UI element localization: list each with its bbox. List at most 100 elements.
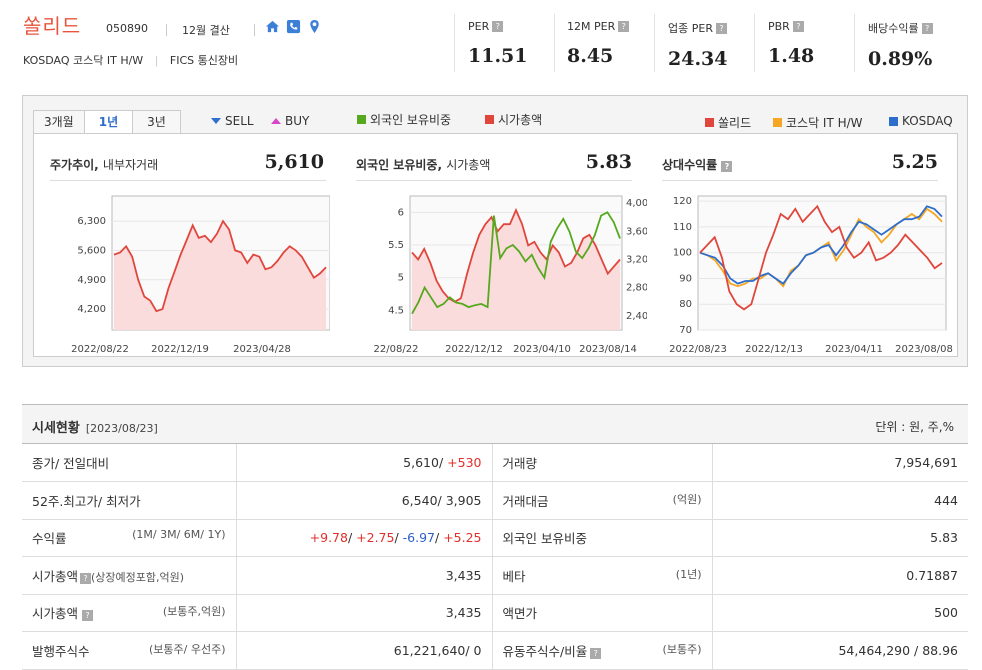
y-tick-label-right: 4,000 bbox=[626, 198, 647, 209]
row-label: 외국인 보유비중 bbox=[502, 531, 587, 547]
x-tick-label: 2022/12/19 bbox=[151, 344, 209, 355]
tab-3y[interactable]: 3년 bbox=[132, 110, 181, 134]
legend-swatch bbox=[705, 118, 714, 127]
y-tick-label-left: 4.5 bbox=[388, 305, 404, 316]
divider bbox=[754, 14, 755, 72]
legend-label: KOSDAQ bbox=[902, 114, 953, 128]
metric-value: 24.34 bbox=[668, 48, 728, 70]
x-tick-label: 2023/08/14 bbox=[579, 344, 637, 355]
metric-value: 1.48 bbox=[768, 45, 815, 67]
panel-title-relative: 상대수익률 ? bbox=[662, 156, 733, 173]
metric-per: PER? 11.51 bbox=[468, 20, 528, 67]
home-icon[interactable] bbox=[265, 19, 280, 34]
panel-title-price: 주가추이, 내부자거래 bbox=[50, 158, 159, 172]
price-table-date: [2023/08/23] bbox=[85, 422, 158, 435]
table-row: 52주.최고가/ 최저가 6,540/ 3,905 거래대금 (억원) 444 bbox=[22, 481, 968, 520]
help-icon[interactable]: ? bbox=[82, 610, 93, 622]
y-tick-label: 90 bbox=[679, 273, 692, 284]
marketcap-line bbox=[411, 207, 621, 303]
price-line bbox=[113, 219, 327, 313]
row-label: 거래대금 bbox=[502, 493, 549, 509]
metric-12m-per: 12M PER? 8.45 bbox=[567, 20, 630, 67]
marketcap-area bbox=[412, 210, 620, 330]
help-icon[interactable]: ? bbox=[80, 572, 92, 584]
row-sublabel: (억원) bbox=[672, 492, 702, 506]
metric-dividend-yield: 배당수익률? 0.89% bbox=[868, 20, 933, 70]
divider bbox=[662, 180, 938, 181]
x-tick-label: 2023/04/10 bbox=[513, 344, 571, 355]
help-icon[interactable]: ? bbox=[921, 22, 933, 34]
legend-kosdaq: KOSDAQ bbox=[889, 114, 953, 128]
legend-swatch bbox=[773, 118, 782, 127]
table-row: 발행주식수 (보통주/ 우선주) 61,221,640/ 0 유동주식수/비율? (… bbox=[22, 631, 968, 670]
panel-value-foreign: 5.83 bbox=[585, 151, 632, 173]
y-tick-label: 70 bbox=[679, 325, 692, 336]
price-table-title: 시세현황 bbox=[32, 421, 80, 436]
return-3m: +2.75 bbox=[356, 530, 395, 546]
help-icon[interactable]: ? bbox=[721, 161, 733, 172]
x-tick-label: 2023/04/11 bbox=[825, 344, 883, 355]
chart-panels: 주가추이, 내부자거래 5,610 6,300 5,600 4,900 4,200 20… bbox=[33, 133, 958, 357]
metric-label: 12M PER bbox=[567, 20, 616, 33]
metric-value: 11.51 bbox=[468, 45, 528, 67]
divider bbox=[554, 14, 555, 72]
price-change: +530 bbox=[447, 455, 482, 470]
period-tabs: 3개월 1년 3년 bbox=[33, 110, 181, 134]
sell-toggle[interactable]: SELL bbox=[211, 114, 254, 128]
tab-1y[interactable]: 1년 bbox=[83, 110, 134, 134]
metric-value: 8.45 bbox=[567, 45, 614, 67]
panel-value-relative: 5.25 bbox=[891, 151, 938, 173]
divider: | bbox=[154, 54, 159, 67]
solid-line bbox=[699, 204, 943, 311]
legend-swatch bbox=[889, 116, 898, 126]
volume-value: 7,954,691 bbox=[894, 455, 958, 470]
sell-marker-icon bbox=[211, 118, 221, 124]
legend-label: 시가총액 bbox=[498, 113, 543, 127]
help-icon[interactable]: ? bbox=[715, 22, 727, 34]
y-tick-label: 110 bbox=[673, 222, 692, 233]
divider bbox=[254, 24, 255, 36]
row-sublabel: (1M/ 3M/ 6M/ 1Y) bbox=[132, 528, 226, 542]
relative-return-chart[interactable]: 120 110 100 90 80 70 2022/08/23 2022/12/13 2023/… bbox=[654, 194, 954, 356]
y-tick-label-left: 5 bbox=[398, 273, 404, 284]
market-info: KOSDAQ 코스닥 IT H/W | FICS 통신장비 bbox=[23, 52, 238, 68]
row-sublabel: (보통주,억원) bbox=[162, 605, 226, 619]
foreign-ownership-chart[interactable]: 6 5.5 5 4.5 4,000 3,600 3,200 2,800 2,400 22/08/2… bbox=[352, 194, 647, 356]
row-label: 액면가 bbox=[502, 606, 538, 622]
help-icon[interactable]: ? bbox=[590, 647, 602, 659]
y-tick-label: 4,900 bbox=[77, 275, 106, 286]
legend-swatch bbox=[485, 115, 494, 124]
buy-toggle[interactable]: BUY bbox=[271, 114, 309, 128]
high-low-value: 6,540/ 3,905 bbox=[401, 492, 482, 508]
buy-marker-icon bbox=[271, 118, 281, 124]
y-tick-label: 5,600 bbox=[77, 245, 106, 256]
location-icon[interactable] bbox=[307, 19, 322, 34]
close-price: 5,610/ bbox=[403, 455, 448, 470]
y-tick-label-left: 5.5 bbox=[388, 240, 404, 251]
price-table: 종가/ 전일대비 5,610/ +530 거래량 7,954,691 52주.최… bbox=[22, 444, 968, 670]
panel-value-price: 5,610 bbox=[264, 151, 325, 173]
y-tick-label-right: 2,400 bbox=[626, 311, 647, 322]
legend-kosdaq-it: 코스닥 IT H/W bbox=[773, 114, 863, 131]
phone-icon[interactable] bbox=[286, 19, 301, 34]
row-sublabel: (상장예정포함,억원) bbox=[91, 570, 185, 584]
help-icon[interactable]: ? bbox=[618, 21, 630, 32]
y-tick-label-right: 3,200 bbox=[626, 254, 647, 265]
y-tick-label-left: 6 bbox=[398, 207, 404, 218]
return-1y: +5.25 bbox=[443, 530, 482, 546]
company-name: 쏠리드 bbox=[23, 14, 82, 38]
tab-3m[interactable]: 3개월 bbox=[33, 110, 85, 134]
x-tick-label: 2022/12/12 bbox=[445, 344, 503, 355]
y-tick-label: 80 bbox=[679, 299, 692, 310]
market-name: KOSDAQ 코스닥 IT H/W bbox=[23, 54, 144, 67]
market-cap-value: 3,435 bbox=[445, 567, 482, 583]
sector-name: FICS 통신장비 bbox=[169, 54, 239, 67]
market-cap-common-value: 3,435 bbox=[445, 605, 482, 621]
help-icon[interactable]: ? bbox=[792, 21, 804, 32]
x-tick-label: 2022/08/23 bbox=[669, 344, 727, 355]
help-icon[interactable]: ? bbox=[492, 21, 504, 32]
divider bbox=[356, 180, 632, 181]
y-tick-label: 100 bbox=[673, 248, 692, 259]
price-chart[interactable]: 6,300 5,600 4,900 4,200 2022/08/22 2022/12/19… bbox=[50, 194, 330, 356]
metric-label: PER bbox=[468, 20, 490, 33]
